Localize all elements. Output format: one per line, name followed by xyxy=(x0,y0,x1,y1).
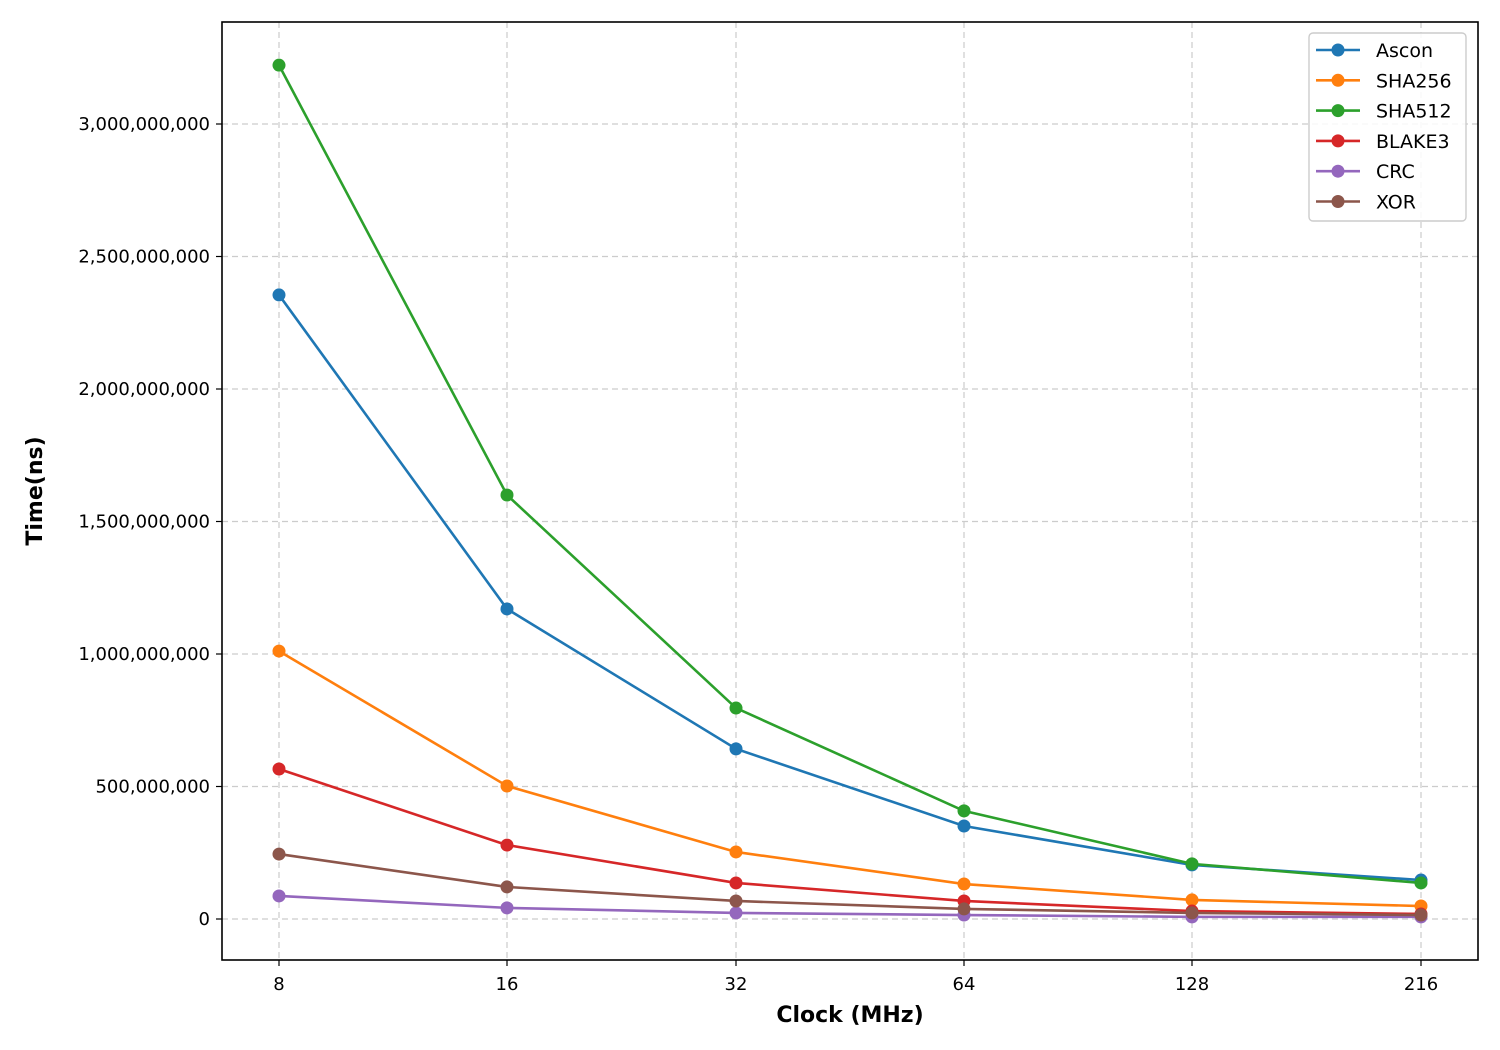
data-point-marker xyxy=(729,701,743,715)
legend-marker-icon xyxy=(1331,134,1345,148)
legend-item-xor: XOR xyxy=(1316,192,1416,214)
data-point-marker xyxy=(957,902,971,916)
legend-item-blake3: BLAKE3 xyxy=(1316,131,1450,153)
legend: Ascon SHA256 SHA512 BLAKE3 CRC XOR xyxy=(1308,32,1467,222)
series-line xyxy=(278,767,1422,916)
legend-label: CRC xyxy=(1376,161,1415,183)
series-line xyxy=(277,294,1422,882)
y-tick-label: 1,000,000,000 xyxy=(78,644,210,665)
y-tick-label: 2,500,000,000 xyxy=(78,247,210,268)
y-axis: 0 500,000,000 1,000,000,000 1,500,000,000 2,… xyxy=(78,114,222,930)
y-tick-label: 0 xyxy=(199,909,210,930)
grid-lines xyxy=(222,22,1478,960)
legend-label: BLAKE3 xyxy=(1376,131,1450,153)
legend-label: SHA512 xyxy=(1376,101,1452,123)
plot-frame xyxy=(221,21,1479,961)
data-point-marker xyxy=(1414,908,1428,922)
data-point-marker xyxy=(500,880,514,894)
legend-marker-icon xyxy=(1331,73,1345,87)
y-tick-label: 3,000,000,000 xyxy=(78,114,210,135)
data-point-marker xyxy=(729,906,743,920)
data-point-marker xyxy=(272,644,286,658)
legend-item-sha256: SHA256 xyxy=(1316,70,1452,92)
legend-marker-icon xyxy=(1331,104,1345,118)
series-line xyxy=(277,64,1422,885)
data-point-marker xyxy=(500,838,514,852)
data-point-marker xyxy=(729,876,743,890)
data-point-marker xyxy=(500,901,514,915)
series-xor xyxy=(272,847,1428,922)
y-tick-label: 500,000,000 xyxy=(95,777,210,798)
x-tick-label: 8 xyxy=(273,974,284,995)
y-tick-label: 2,000,000,000 xyxy=(78,379,210,400)
data-point-marker xyxy=(272,288,286,302)
x-tick-label: 128 xyxy=(1175,974,1209,995)
legend-label: SHA256 xyxy=(1376,70,1452,92)
series-sha256 xyxy=(272,644,1428,913)
data-point-marker xyxy=(729,894,743,908)
data-point-marker xyxy=(957,819,971,833)
data-point-marker xyxy=(957,804,971,818)
data-point-marker xyxy=(500,602,514,616)
legend-item-crc: CRC xyxy=(1316,161,1415,183)
x-axis: 8 16 32 64 128 216 xyxy=(273,960,1438,995)
series-crc xyxy=(272,889,1428,924)
data-point-marker xyxy=(957,877,971,891)
data-point-marker xyxy=(272,58,286,72)
legend-item-sha512: SHA512 xyxy=(1316,101,1452,123)
data-point-marker xyxy=(1185,906,1199,920)
legend-label: Ascon xyxy=(1376,40,1433,62)
data-point-marker xyxy=(729,845,743,859)
data-point-marker xyxy=(272,847,286,861)
data-point-marker xyxy=(272,762,286,776)
y-axis-title: Time(ns) xyxy=(23,436,48,545)
x-tick-label: 16 xyxy=(496,974,519,995)
y-tick-label: 1,500,000,000 xyxy=(78,512,210,533)
data-point-marker xyxy=(729,742,743,756)
x-tick-label: 216 xyxy=(1404,974,1438,995)
data-point-marker xyxy=(500,779,514,793)
x-tick-label: 32 xyxy=(725,974,748,995)
data-point-marker xyxy=(1414,876,1428,890)
legend-marker-icon xyxy=(1331,195,1345,208)
data-point-marker xyxy=(1185,857,1199,871)
data-point-marker xyxy=(272,889,286,903)
series-line xyxy=(278,852,1422,917)
legend-item-ascon: Ascon xyxy=(1316,40,1433,62)
series-sha512 xyxy=(272,58,1428,890)
x-tick-label: 64 xyxy=(953,974,976,995)
data-point-marker xyxy=(1185,893,1199,907)
series-layer xyxy=(272,58,1428,924)
legend-label: XOR xyxy=(1376,192,1416,214)
series-line xyxy=(278,894,1421,919)
data-point-marker xyxy=(500,488,514,502)
legend-marker-icon xyxy=(1331,164,1345,178)
x-axis-title: Clock (MHz) xyxy=(776,1003,923,1028)
legend-marker-icon xyxy=(1331,43,1345,57)
series-line xyxy=(278,649,1422,908)
